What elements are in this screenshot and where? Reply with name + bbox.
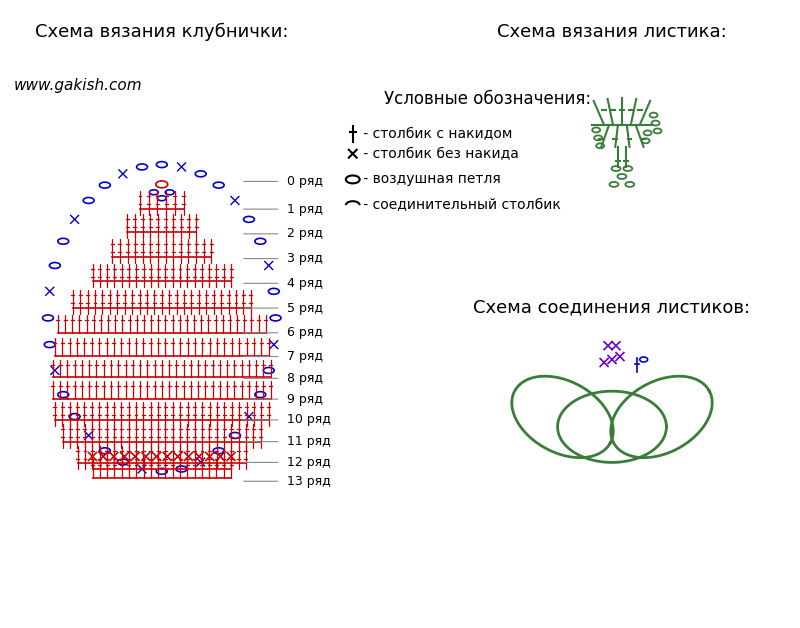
Text: 6 ряд: 6 ряд bbox=[287, 327, 323, 339]
Text: 9 ряд: 9 ряд bbox=[287, 392, 323, 406]
Text: 10 ряд: 10 ряд bbox=[287, 413, 331, 426]
Text: 5 ряд: 5 ряд bbox=[287, 301, 323, 315]
Text: - столбик с накидом: - столбик с накидом bbox=[358, 127, 512, 141]
Text: 2 ряд: 2 ряд bbox=[287, 227, 323, 241]
Text: Схема вязания клубнички:: Схема вязания клубнички: bbox=[35, 23, 289, 41]
Text: Схема соединения листиков:: Схема соединения листиков: bbox=[474, 298, 750, 316]
Text: Условные обозначения:: Условные обозначения: bbox=[385, 90, 591, 109]
Text: - соединительный столбик: - соединительный столбик bbox=[358, 198, 561, 212]
Text: 8 ряд: 8 ряд bbox=[287, 372, 323, 385]
Text: www.gakish.com: www.gakish.com bbox=[14, 78, 142, 93]
Text: - воздушная петля: - воздушная петля bbox=[358, 173, 501, 187]
Text: 11 ряд: 11 ряд bbox=[287, 435, 331, 448]
Text: 7 ряд: 7 ряд bbox=[287, 350, 323, 363]
Text: 1 ряд: 1 ряд bbox=[287, 203, 323, 215]
Text: 4 ряд: 4 ряд bbox=[287, 277, 323, 290]
Text: 3 ряд: 3 ряд bbox=[287, 252, 323, 265]
Text: 12 ряд: 12 ряд bbox=[287, 456, 331, 469]
Text: 13 ряд: 13 ряд bbox=[287, 475, 331, 488]
Text: - столбик без накида: - столбик без накида bbox=[358, 147, 518, 161]
Text: Схема вязания листика:: Схема вязания листика: bbox=[497, 23, 727, 41]
Text: 0 ряд: 0 ряд bbox=[287, 175, 323, 188]
